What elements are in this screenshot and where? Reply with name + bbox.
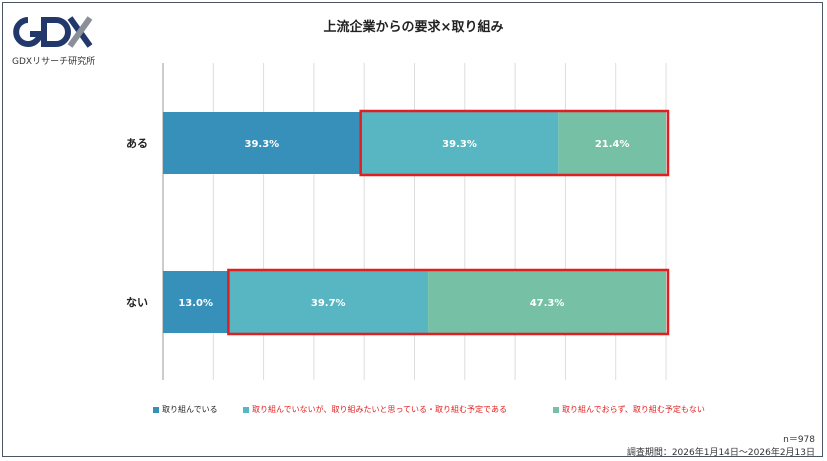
logo-subtitle: GDXリサーチ研究所	[12, 57, 96, 67]
legend-label: 取り組んでおらず、取り組む予定もない	[562, 405, 705, 414]
category-label: ない	[126, 296, 148, 309]
chart-title: 上流企業からの要求×取り組み	[323, 20, 504, 35]
logo	[10, 12, 102, 56]
bar-segment	[163, 271, 229, 333]
bar-segment	[558, 112, 666, 174]
data-label: 39.3%	[442, 139, 477, 150]
legend-item: 取り組んでいる	[153, 404, 218, 415]
data-label: 39.7%	[311, 298, 346, 309]
logo-mark-icon	[13, 16, 93, 48]
legend-item: 取り組んでいないが、取り組みたいと思っている・取り組む予定である	[243, 404, 507, 415]
chart-frame	[2, 2, 823, 457]
legend-item: 取り組んでおらず、取り組む予定もない	[553, 404, 705, 415]
survey-period: 調査期間：2026年1月14日～2026年2月13日	[626, 448, 815, 458]
legend-swatch	[553, 406, 559, 413]
legend-swatch	[243, 406, 249, 413]
bar-segment	[360, 112, 559, 174]
legend-label: 取り組んでいないが、取り組みたいと思っている・取り組む予定である	[252, 405, 507, 414]
highlight-frame	[359, 109, 670, 177]
highlight-frame	[227, 268, 670, 336]
bar-segment	[428, 271, 666, 333]
legend-label: 取り組んでいる	[162, 405, 218, 414]
data-label: 21.4%	[595, 139, 630, 150]
legend-swatch	[153, 406, 159, 413]
category-label: ある	[126, 137, 148, 150]
data-label: 39.3%	[244, 139, 279, 150]
data-label: 13.0%	[178, 298, 213, 309]
legend: 取り組んでいる 取り組んでいないが、取り組みたいと思っている・取り組む予定である 取…	[0, 404, 827, 418]
bar-segment	[228, 271, 429, 333]
bar-segment	[163, 112, 361, 174]
sample-size: n＝978	[783, 435, 815, 445]
data-label: 47.3%	[530, 298, 565, 309]
